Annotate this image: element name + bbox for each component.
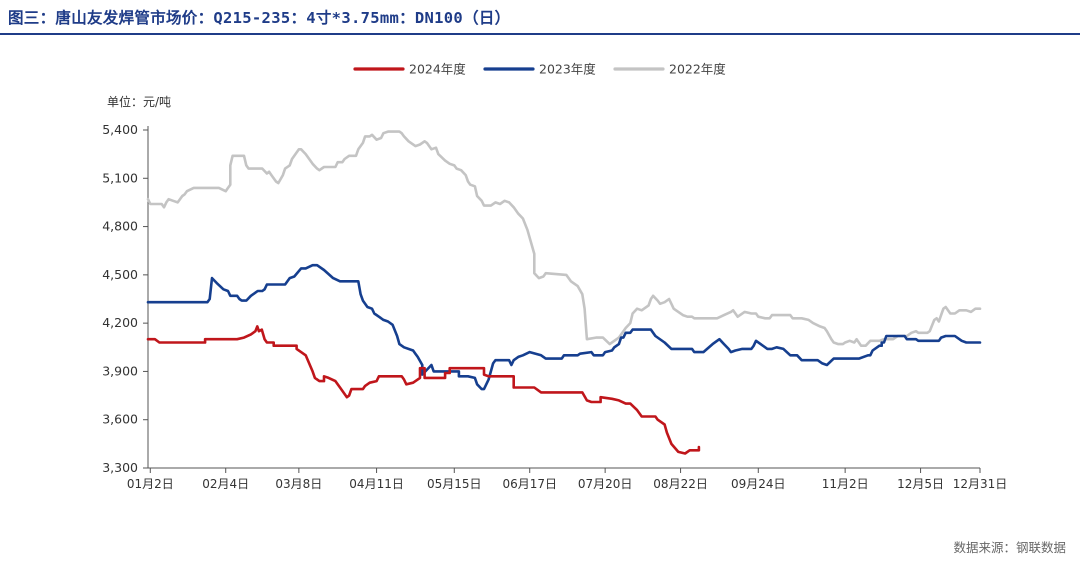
legend-item: 2023年度 (483, 62, 596, 77)
y-axis-label: 单位：元/吨 (107, 94, 171, 109)
title-divider (0, 33, 1080, 35)
y-tick-label: 3,300 (102, 460, 138, 475)
series-line-2022年度 (146, 130, 982, 348)
legend-item: 2024年度 (353, 62, 466, 77)
data-source: 数据来源：钢联数据 (953, 540, 1066, 555)
title-bar: 图三：唐山友发焊管市场价：Q215-235：4寸*3.75mm：DN100（日） (0, 0, 1080, 35)
x-tick-label: 02月4日 (202, 477, 249, 491)
legend-label: 2022年度 (669, 62, 726, 77)
x-tick-label: 05月15日 (427, 477, 482, 491)
x-tick-label: 12月5日 (897, 477, 944, 491)
chart-legend: 2024年度 2023年度 2022年度 (353, 62, 726, 77)
y-tick-label: 3,900 (102, 363, 138, 378)
y-tick-label: 4,800 (102, 219, 138, 234)
x-tick-label: 06月17日 (502, 477, 557, 491)
x-tick-label: 11月2日 (822, 477, 869, 491)
x-tick-label: 08月22日 (653, 477, 708, 491)
y-tick-label: 5,100 (102, 170, 138, 185)
y-tick-label: 5,400 (102, 122, 138, 137)
series-lines (146, 130, 982, 455)
chart-title: 图三：唐山友发焊管市场价：Q215-235：4寸*3.75mm：DN100（日） (8, 9, 511, 27)
x-tick-label: 09月24日 (731, 477, 786, 491)
x-tick-label: 12月31日 (953, 477, 1008, 491)
x-tick-label: 03月8日 (275, 477, 322, 491)
x-tick-label: 07月20日 (578, 477, 633, 491)
y-tick-label: 4,500 (102, 267, 138, 282)
legend-label: 2024年度 (409, 62, 466, 77)
y-axis: 3,300 3,600 3,900 4,200 4,500 4,800 5,100 5,400 (102, 122, 149, 475)
x-tick-label: 01月2日 (127, 477, 174, 491)
legend-label: 2023年度 (539, 62, 596, 77)
y-tick-label: 3,600 (102, 412, 138, 427)
y-tick-label: 4,200 (102, 315, 138, 330)
series-line-2023年度 (146, 263, 982, 391)
legend-item: 2022年度 (613, 62, 726, 77)
x-tick-label: 04月11日 (349, 477, 404, 491)
x-axis: 01月2日 02月4日 03月8日 04月11日 05月15日 06月17日 07月20日 0… (127, 467, 1008, 491)
series-line-2024年度 (146, 325, 701, 455)
